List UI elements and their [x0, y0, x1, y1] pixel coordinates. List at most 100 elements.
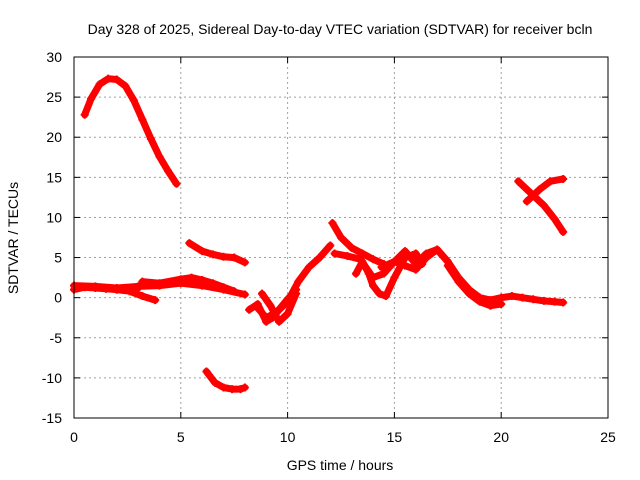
x-tick-label: 20: [493, 429, 509, 445]
data-point: [236, 385, 245, 394]
data-point: [522, 197, 531, 206]
data-point: [198, 276, 207, 285]
data-point: [497, 300, 506, 309]
data-point: [129, 96, 138, 105]
data-point: [208, 279, 217, 288]
data-point: [475, 297, 484, 306]
data-point: [358, 257, 367, 266]
data-point: [343, 251, 352, 260]
data-point: [112, 75, 121, 84]
y-tick-label: -10: [42, 370, 62, 386]
data-point: [257, 289, 266, 298]
data-point: [422, 253, 431, 262]
y-axis-label: SDTVAR / TECUs: [5, 182, 21, 294]
y-tick-label: 5: [54, 250, 62, 266]
data-point: [219, 283, 228, 292]
data-point: [230, 287, 239, 296]
y-tick-label: 30: [46, 49, 62, 65]
data-point: [172, 179, 181, 188]
data-point: [559, 298, 568, 307]
data-point: [228, 385, 237, 394]
data-point: [102, 284, 111, 293]
data-point: [80, 283, 89, 292]
data-point: [163, 166, 172, 175]
data-point: [146, 134, 155, 143]
data-point: [251, 301, 260, 310]
data-point: [155, 279, 164, 288]
data-point: [138, 277, 147, 286]
data-point: [95, 80, 104, 89]
series-line: [352, 250, 426, 300]
data-point: [208, 250, 217, 259]
data-point: [283, 309, 292, 318]
data-point: [315, 253, 324, 262]
y-tick-label: 25: [46, 89, 62, 105]
data-point: [364, 269, 373, 278]
data-point: [138, 292, 147, 301]
data-point: [369, 281, 378, 290]
plot-frame: [73, 56, 609, 419]
series-arc-04: [112, 285, 160, 305]
data-point: [176, 275, 185, 284]
data-point: [535, 185, 544, 194]
x-axis-label: GPS time / hours: [287, 457, 394, 473]
series-line: [113, 286, 159, 304]
data-point: [411, 249, 420, 258]
data-point: [369, 255, 378, 264]
data-point: [379, 269, 388, 278]
series-arc-01: [80, 74, 181, 188]
data-point: [219, 383, 228, 392]
data-point: [262, 313, 271, 322]
data-point: [125, 287, 134, 296]
data-point: [245, 305, 254, 314]
data-point: [330, 249, 339, 258]
data-point: [358, 249, 367, 258]
data-point: [454, 277, 463, 286]
x-tick-label: 10: [280, 429, 296, 445]
data-point: [518, 293, 527, 302]
data-point: [539, 201, 548, 210]
data-point: [433, 245, 442, 254]
data-point: [138, 115, 147, 124]
series-arc-07: [202, 367, 249, 394]
data-point: [112, 285, 121, 294]
data-point: [377, 263, 386, 272]
y-tick-label: 15: [46, 169, 62, 185]
data-point: [185, 239, 194, 248]
series-arc-11: [328, 219, 388, 268]
x-tick-label: 5: [177, 429, 185, 445]
y-tick-label: -5: [50, 330, 63, 346]
data-point: [401, 261, 410, 270]
data-point: [187, 273, 196, 282]
data-point: [121, 81, 130, 90]
data-point: [91, 284, 100, 293]
x-tick-label: 25: [600, 429, 616, 445]
data-point: [550, 215, 559, 224]
data-point: [151, 296, 160, 305]
series-arc-10: [257, 289, 301, 326]
data-point: [240, 258, 249, 267]
series-line: [81, 75, 180, 188]
data-point: [465, 289, 474, 298]
data-series: [70, 74, 568, 394]
data-point: [240, 290, 249, 299]
data-point: [507, 292, 516, 301]
data-point: [559, 227, 568, 236]
data-point: [529, 295, 538, 304]
data-point: [240, 383, 249, 392]
series-line: [185, 239, 249, 266]
x-tick-label: 15: [387, 429, 403, 445]
data-point: [134, 284, 143, 293]
data-point: [266, 301, 275, 310]
data-point: [390, 257, 399, 266]
data-point: [292, 289, 301, 298]
data-point: [559, 174, 568, 183]
data-point: [304, 263, 313, 272]
y-tick-label: 20: [46, 129, 62, 145]
data-point: [375, 289, 384, 298]
data-point: [390, 273, 399, 282]
series-arc-17: [522, 174, 568, 206]
series-line: [202, 368, 249, 393]
data-point: [230, 253, 239, 262]
